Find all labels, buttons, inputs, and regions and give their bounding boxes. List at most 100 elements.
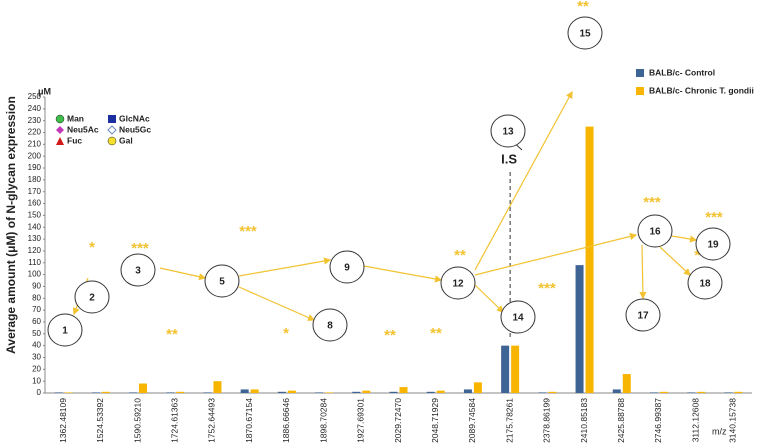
bar xyxy=(436,390,445,393)
x-tick-label: 2378.86199 xyxy=(542,398,552,443)
y-tick-label: 200 xyxy=(28,151,42,160)
y-tick-label: 80 xyxy=(32,293,41,302)
bar xyxy=(176,391,185,393)
x-axis-title: m/z xyxy=(712,426,727,436)
structure-circle xyxy=(329,250,365,284)
x-tick-label: 1752.64493 xyxy=(207,398,217,443)
y-unit: μM xyxy=(38,86,51,96)
y-tick-label: 150 xyxy=(28,211,42,220)
bar xyxy=(250,389,259,393)
bar xyxy=(277,391,286,393)
structure-circle xyxy=(695,227,731,261)
arrow xyxy=(159,267,207,281)
significance: *** xyxy=(131,240,149,257)
x-tick-label: 2425.88788 xyxy=(616,398,626,443)
bar xyxy=(687,392,696,393)
significance: *** xyxy=(239,223,257,240)
bar xyxy=(203,392,212,393)
structure-label: 9 xyxy=(344,263,350,274)
bar xyxy=(389,391,398,393)
bar xyxy=(325,392,334,393)
significance: * xyxy=(89,239,95,256)
glycan-symbol xyxy=(56,126,64,134)
y-tick-label: 170 xyxy=(28,187,42,196)
significance: ** xyxy=(577,0,589,15)
y-tick-label: 210 xyxy=(28,139,42,148)
y-axis-title: Average amount (μM) of N-glycan expressi… xyxy=(4,96,18,354)
bar xyxy=(649,392,658,393)
structure-label: 18 xyxy=(699,279,711,290)
arrow xyxy=(363,265,443,283)
y-tick-label: 70 xyxy=(32,305,41,314)
arrow xyxy=(671,235,698,243)
bar xyxy=(166,392,175,393)
structure-circle xyxy=(204,264,240,298)
structure-circle xyxy=(625,298,661,332)
arrow xyxy=(659,246,691,276)
bar xyxy=(697,391,706,393)
bar xyxy=(240,389,249,393)
structure-circle xyxy=(440,266,476,300)
x-tick-label: 2048.71929 xyxy=(430,398,440,443)
x-tick-label: 2746.99387 xyxy=(653,398,663,443)
bar xyxy=(64,392,73,393)
x-tick-label: 1524.53392 xyxy=(95,398,105,443)
significance: ** xyxy=(430,325,442,342)
structure-circle xyxy=(490,114,526,148)
bar xyxy=(585,126,594,393)
y-tick-label: 220 xyxy=(28,128,42,137)
structure-circle xyxy=(567,16,603,50)
glycan-legend-label: Neu5Gc xyxy=(119,124,151,134)
structure-label: 15 xyxy=(579,29,591,40)
bar xyxy=(129,392,138,393)
bar xyxy=(315,392,324,393)
y-tick-label: 10 xyxy=(32,376,41,385)
bar xyxy=(511,345,520,393)
glycan-symbol xyxy=(107,125,117,135)
structure-circle xyxy=(687,266,723,300)
y-tick-label: 160 xyxy=(28,199,42,208)
x-tick-label: 3112.12608 xyxy=(690,398,700,443)
bar xyxy=(548,391,557,393)
structure-circle xyxy=(74,280,110,314)
bar xyxy=(101,391,110,393)
bar xyxy=(213,381,222,393)
y-tick-label: 60 xyxy=(32,317,41,326)
structure-circle xyxy=(312,308,348,342)
legend-swatch xyxy=(636,87,644,95)
x-tick-label: 2410.85183 xyxy=(579,398,589,443)
y-tick-label: 40 xyxy=(32,341,41,350)
legend-swatch xyxy=(636,69,644,77)
bar xyxy=(139,383,148,393)
glycan-symbol xyxy=(108,115,116,123)
glycan-legend-label: Fuc xyxy=(67,135,82,145)
structure-label: 17 xyxy=(637,311,649,322)
glycan-symbol xyxy=(107,136,117,146)
x-tick-label: 2089.74584 xyxy=(467,398,477,443)
glycan-legend-label: Man xyxy=(67,113,84,123)
y-tick-label: 230 xyxy=(28,116,42,125)
y-tick-label: 20 xyxy=(32,364,41,373)
y-tick-label: 130 xyxy=(28,234,42,243)
x-tick-label: 3140.15738 xyxy=(728,398,738,443)
significance: * xyxy=(283,325,289,342)
y-tick-label: 250 xyxy=(28,92,42,101)
arrow xyxy=(474,284,504,313)
x-tick-label: 1724.61363 xyxy=(169,398,179,443)
significance: ** xyxy=(384,327,396,344)
bar xyxy=(473,382,482,393)
structure-label: 14 xyxy=(512,313,524,324)
is-label: I.S xyxy=(501,151,517,166)
glycan-symbol xyxy=(55,114,65,124)
x-tick-label: 1870.67154 xyxy=(244,398,254,443)
y-tick-label: 140 xyxy=(28,222,42,231)
bar xyxy=(352,391,361,393)
structure-label: 3 xyxy=(135,266,141,277)
arrow xyxy=(474,90,573,271)
bar xyxy=(575,265,584,393)
x-tick-label: 2029.72470 xyxy=(393,398,403,443)
bar xyxy=(463,389,472,393)
significance: ** xyxy=(454,247,466,264)
bar xyxy=(399,387,408,393)
